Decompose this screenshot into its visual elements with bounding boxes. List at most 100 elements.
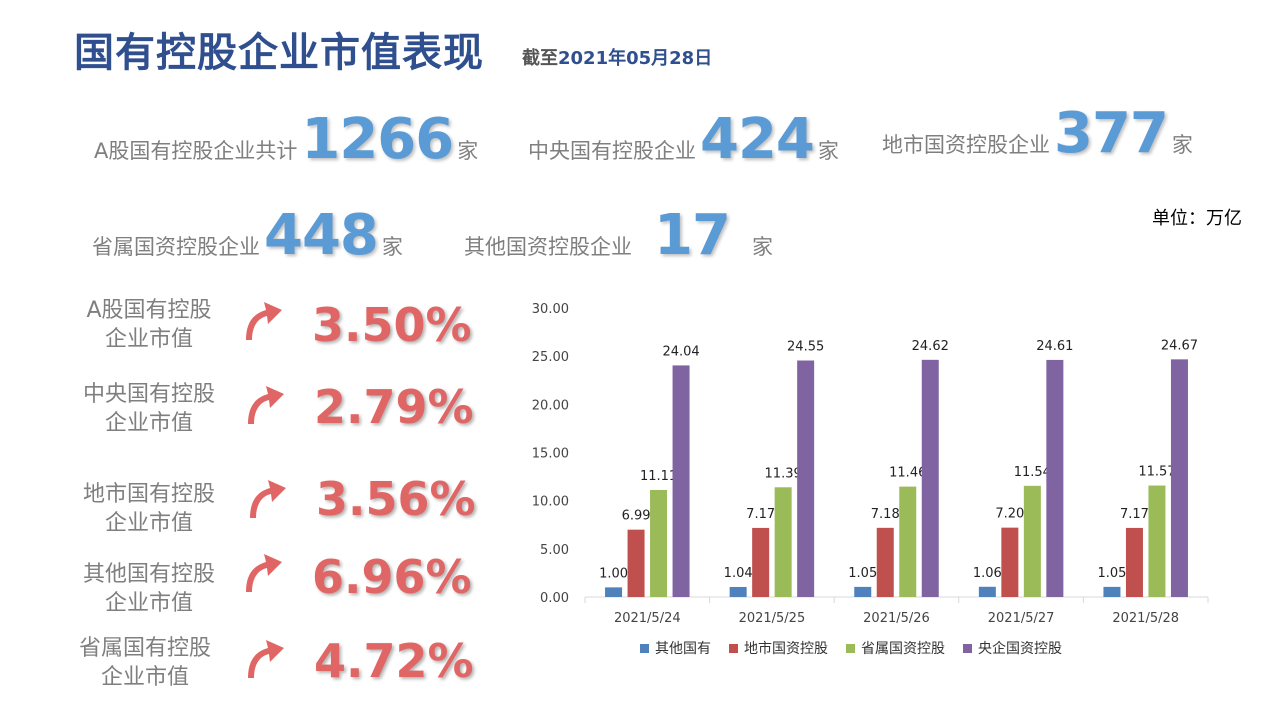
stat-value: 448	[264, 203, 379, 268]
legend-item: 省属国资控股	[846, 638, 945, 658]
up-arrow-icon	[248, 640, 284, 678]
data-label: 24.67	[1161, 338, 1198, 353]
bar	[1023, 485, 1041, 597]
chart-legend: 其他国有 地市国资控股 省属国资控股 央企国资控股	[640, 638, 1062, 658]
bar	[1125, 527, 1143, 597]
up-arrow-icon	[248, 386, 284, 424]
data-label: 24.61	[1036, 339, 1073, 354]
stat-unit: 家	[1171, 133, 1193, 157]
bar	[921, 359, 939, 597]
date-prefix: 截至	[522, 48, 558, 69]
as-of-date: 截至2021年05月28日	[522, 44, 712, 70]
legend-swatch	[729, 643, 738, 653]
stat-value: 424	[700, 107, 815, 172]
bar	[752, 527, 770, 597]
stat-provincial: 省属国资控股企业 448 家	[92, 208, 403, 264]
y-tick-label: 25.00	[532, 350, 569, 365]
stat-unit: 家	[381, 235, 403, 259]
metric-name-line: 企业市值	[100, 665, 189, 690]
stat-total: A股国有控股企业共计 1266 家	[94, 112, 478, 168]
legend-swatch	[963, 643, 972, 653]
metric-name: A股国有控股 企业市值	[64, 296, 234, 354]
data-label: 11.39	[765, 466, 802, 481]
metric-name: 其他国有控股 企业市值	[64, 560, 234, 618]
stat-unit: 家	[817, 139, 839, 163]
metric-value: 2.79%	[314, 380, 474, 434]
metric-name-line: 企业市值	[104, 591, 193, 616]
stat-unit: 家	[751, 235, 773, 259]
metric-name-line: 地市国有控股	[82, 482, 215, 507]
page-title: 国有控股企业市值表现	[74, 30, 484, 76]
metric-name-line: 省属国有控股	[78, 636, 211, 661]
stat-value: 1266	[301, 107, 454, 172]
data-label: 11.11	[640, 469, 677, 484]
legend-label: 央企国资控股	[978, 641, 1062, 657]
legend-item: 地市国资控股	[729, 638, 828, 658]
bar	[627, 529, 645, 597]
x-tick-label: 2021/5/27	[988, 611, 1055, 626]
y-tick-label: 15.00	[532, 447, 569, 462]
stat-central: 中央国有控股企业 424 家	[528, 112, 839, 168]
stat-label: 省属国资控股企业	[92, 235, 260, 259]
bar	[899, 486, 917, 597]
data-label: 7.17	[1120, 507, 1149, 522]
up-arrow-icon	[250, 480, 286, 518]
legend-swatch	[846, 643, 855, 653]
stat-label: A股国有控股企业共计	[94, 139, 298, 163]
metric-value: 3.50%	[312, 298, 472, 352]
data-label: 1.06	[973, 566, 1002, 581]
bar	[1001, 527, 1019, 597]
data-label: 7.20	[995, 507, 1024, 522]
legend-item: 其他国有	[640, 638, 711, 658]
bar	[729, 586, 747, 597]
metric-name-line: 企业市值	[104, 411, 193, 436]
metric-value: 3.56%	[316, 472, 476, 526]
metric-name-line: 企业市值	[104, 327, 193, 352]
y-tick-label: 0.00	[540, 591, 569, 606]
stat-label: 其他国资控股企业	[464, 235, 632, 259]
stat-value: 377	[1054, 101, 1169, 166]
metric-name-line: 中央国有控股	[82, 382, 215, 407]
data-label: 24.04	[662, 344, 699, 359]
market-cap-bar-chart: 0.00 5.00 10.00 15.00 20.00 25.00 30.00 2021/5/…	[532, 302, 1209, 626]
data-label: 11.46	[889, 466, 926, 481]
y-tick-label: 5.00	[540, 543, 569, 558]
metric-name-line: A股国有控股	[86, 298, 212, 323]
stat-label: 地市国资控股企业	[882, 133, 1050, 157]
bar	[1103, 586, 1121, 597]
stat-value: 17	[654, 203, 731, 268]
metric-value: 4.72%	[314, 634, 474, 688]
unit-label: 单位：万亿	[1152, 208, 1242, 229]
data-label: 24.55	[787, 340, 824, 355]
data-label: 24.62	[912, 339, 949, 354]
legend-swatch	[640, 643, 649, 653]
data-label: 7.17	[746, 507, 775, 522]
x-tick-label: 2021/5/24	[614, 611, 681, 626]
up-arrow-icon	[246, 554, 282, 592]
x-tick-label: 2021/5/26	[863, 611, 930, 626]
data-label: 1.05	[848, 566, 877, 581]
stat-label: 中央国有控股企业	[528, 139, 696, 163]
y-tick-label: 10.00	[532, 495, 569, 510]
bar	[1170, 359, 1188, 597]
data-label: 7.18	[871, 507, 900, 522]
bar	[854, 586, 872, 597]
data-label: 11.54	[1014, 465, 1051, 480]
legend-label: 省属国资控股	[861, 641, 945, 657]
y-tick-label: 20.00	[532, 398, 569, 413]
bar	[1046, 359, 1064, 597]
data-label: 11.57	[1138, 465, 1175, 480]
data-label: 1.00	[599, 566, 628, 581]
bar	[774, 487, 792, 597]
bar	[1148, 485, 1166, 597]
data-label: 6.99	[622, 509, 651, 524]
y-tick-label: 30.00	[532, 302, 569, 317]
legend-label: 地市国资控股	[744, 641, 828, 657]
data-label: 1.04	[724, 566, 753, 581]
bar	[605, 587, 623, 597]
metric-value: 6.96%	[312, 550, 472, 604]
bar	[978, 586, 996, 597]
bar	[672, 365, 690, 597]
bar	[797, 360, 815, 597]
metric-name: 中央国有控股 企业市值	[64, 380, 234, 438]
